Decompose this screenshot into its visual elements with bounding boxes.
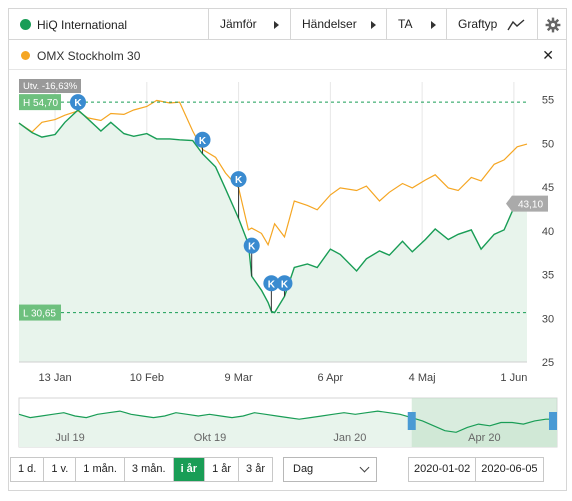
date-range: 2020-01-02 2020-06-05: [408, 457, 544, 482]
range-button[interactable]: 1 d.: [11, 458, 45, 481]
range-button[interactable]: 1 mån.: [76, 458, 125, 481]
caret-right-icon: [274, 21, 279, 29]
instrument-title: HiQ International: [37, 18, 128, 32]
compare-label: OMX Stockholm 30: [37, 49, 141, 63]
interval-select-value: Dag: [293, 463, 314, 475]
range-button[interactable]: 1 år: [205, 458, 240, 481]
compare-button[interactable]: Jämför: [208, 9, 290, 40]
range-button[interactable]: i år: [173, 458, 206, 481]
chart-toolbar: HiQ International Jämför Händelser TA Gr…: [9, 9, 566, 40]
ta-button[interactable]: TA: [386, 9, 446, 40]
interval-select[interactable]: Dag: [283, 457, 377, 482]
close-icon[interactable]: ✕: [542, 47, 554, 63]
gear-icon: [545, 17, 561, 33]
caret-right-icon: [371, 21, 376, 29]
chart-type-button-label: Graftyp: [458, 17, 498, 31]
chevron-down-icon: [359, 462, 370, 473]
range-buttons: 1 d. 1 v. 1 mån. 3 mån. i år 1 år 3 år: [10, 457, 274, 482]
date-to-field[interactable]: 2020-06-05: [481, 463, 538, 475]
caret-right-icon: [431, 21, 436, 29]
events-button-label: Händelser: [302, 17, 357, 31]
compare-color-dot: [21, 51, 30, 60]
range-button[interactable]: 1 v.: [44, 458, 77, 481]
instrument-color-dot: [20, 19, 31, 30]
chart-type-button[interactable]: Graftyp: [446, 9, 537, 40]
compare-button-label: Jämför: [220, 17, 257, 31]
range-button[interactable]: 3 år: [239, 458, 273, 481]
ta-button-label: TA: [398, 17, 413, 31]
settings-button[interactable]: [537, 9, 566, 40]
date-from-field[interactable]: 2020-01-02: [409, 458, 477, 481]
compare-row: OMX Stockholm 30 ✕: [9, 40, 566, 70]
events-button[interactable]: Händelser: [290, 9, 386, 40]
chart-widget: HiQ International Jämför Händelser TA Gr…: [8, 8, 567, 491]
line-chart-icon: [507, 19, 525, 31]
range-button[interactable]: 3 mån.: [124, 458, 174, 481]
